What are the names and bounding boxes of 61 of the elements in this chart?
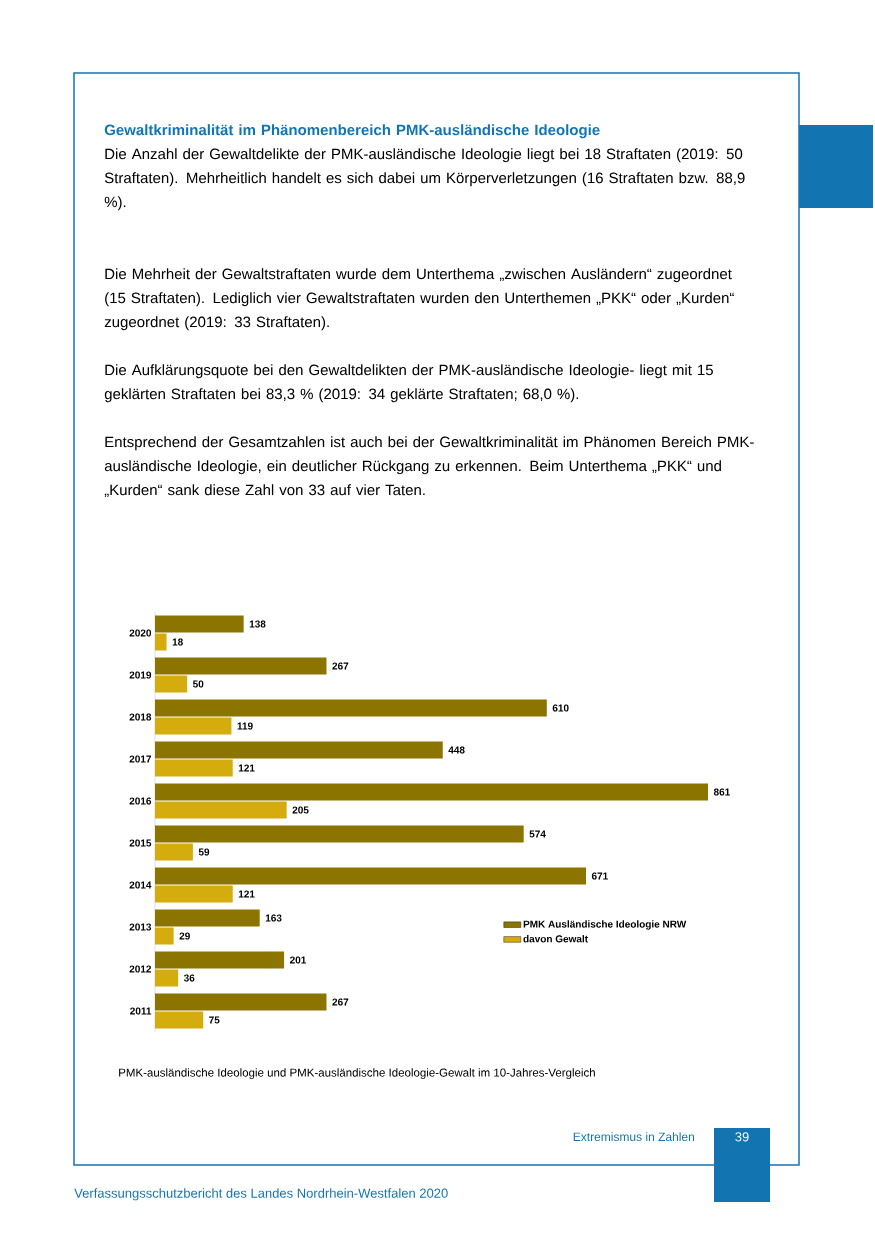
y-tick-label: 2018	[129, 713, 152, 721]
y-tick-label: 2016	[129, 797, 152, 805]
data-label: 121	[238, 764, 255, 772]
data-label: 201	[289, 956, 307, 964]
data-label: 50	[192, 680, 204, 688]
data-label: 448	[448, 746, 465, 754]
text: Extremismus in Zahlen	[573, 1132, 695, 1142]
text: Verfassungsschutzbericht des Landes Nordrhein-Westfalen 2020	[74, 1188, 448, 1201]
y-tick-label: 2013	[129, 923, 152, 931]
text: Die Aufklärungsquote bei den Gewaltdelikten der PMK-ausländische Ideologie- liegt mit 15 geklärten Straftaten bei 83,3 % (2019: 34 geklärte Straftaten; 68,0 %).	[104, 364, 713, 403]
bar	[155, 783, 709, 801]
y-tick-label: 2019	[129, 671, 152, 679]
bar	[155, 909, 260, 927]
bar	[155, 969, 179, 987]
data-label: 29	[179, 932, 190, 940]
bar	[155, 885, 233, 903]
bar	[155, 801, 287, 819]
data-label: 861	[713, 788, 730, 796]
y-tick-label: 2017	[129, 755, 152, 763]
data-label: 671	[591, 872, 608, 880]
text: PMK-ausländische Ideologie und PMK-ausländische Ideologie-Gewalt im 10-Jahres-Vergleich	[119, 1068, 595, 1079]
bar	[155, 1011, 204, 1029]
data-label: 75	[209, 1016, 220, 1024]
data-label: 163	[265, 914, 282, 922]
chart-title: Gewaltkriminalität im Phänomenbereich PMK-ausländische Ideologie	[104, 124, 600, 139]
bar	[155, 825, 524, 843]
data-label: 138	[249, 620, 266, 628]
text: Entsprechend der Gesamtzahlen ist auch bei der Gewaltkriminalität im Phänomen Bereich PMK-ausländische Ideologie, ein deutlicher Rückgang zu erkennen. Beim Unterthema „PKK“ und „Kurden“ sank diese Zahl von 33 auf vier Taten.	[104, 436, 754, 497]
text: 39	[735, 1132, 749, 1142]
data-label: 610	[552, 704, 569, 712]
data-label: 18	[172, 638, 183, 646]
data-label: 267	[332, 662, 349, 670]
bar	[155, 699, 547, 717]
bar	[155, 633, 167, 651]
data-label: 574	[529, 830, 546, 838]
data-label: 267	[332, 998, 349, 1006]
data-label: 59	[198, 848, 210, 856]
bar	[155, 717, 232, 735]
bar	[155, 759, 233, 777]
y-tick-label: 2012	[129, 965, 152, 973]
bar	[155, 615, 244, 633]
bar	[155, 927, 174, 945]
y-tick-label: 2015	[129, 839, 152, 847]
legend-label: davon Gewalt	[523, 935, 588, 943]
y-tick-label: 2011	[130, 1007, 152, 1015]
bar	[155, 675, 188, 693]
bar	[155, 843, 193, 861]
y-tick-label: 2014	[129, 881, 152, 889]
data-label: 121	[238, 890, 255, 898]
bar	[155, 867, 586, 885]
data-label: 36	[183, 974, 195, 982]
text: Die Anzahl der Gewaltdelikte der PMK-ausländische Ideologie liegt bei 18 Straftaten (2019: 50 Straftaten). Mehrheitlich handelt es sich dabei um Körperverletzungen (16 Straftaten bzw. 88,9 %).	[104, 148, 745, 211]
bar	[155, 993, 327, 1011]
data-label: 205	[292, 806, 309, 814]
bar	[155, 657, 327, 675]
bar	[155, 951, 285, 969]
y-tick-label: 2020	[129, 629, 152, 637]
legend-label: PMK Ausländische Ideologie NRW	[523, 920, 687, 930]
text: Die Mehrheit der Gewaltstraftaten wurde dem Unterthema „zwischen Ausländern“ zugeordnet (15 Straftaten). Lediglich vier Gewaltstraftaten wurden den Unterthemen „PKK“ oder „Kurden“ zugeordnet (2019: 33 Straftaten).	[104, 268, 734, 331]
data-label: 119	[237, 722, 253, 730]
bar	[155, 741, 443, 759]
